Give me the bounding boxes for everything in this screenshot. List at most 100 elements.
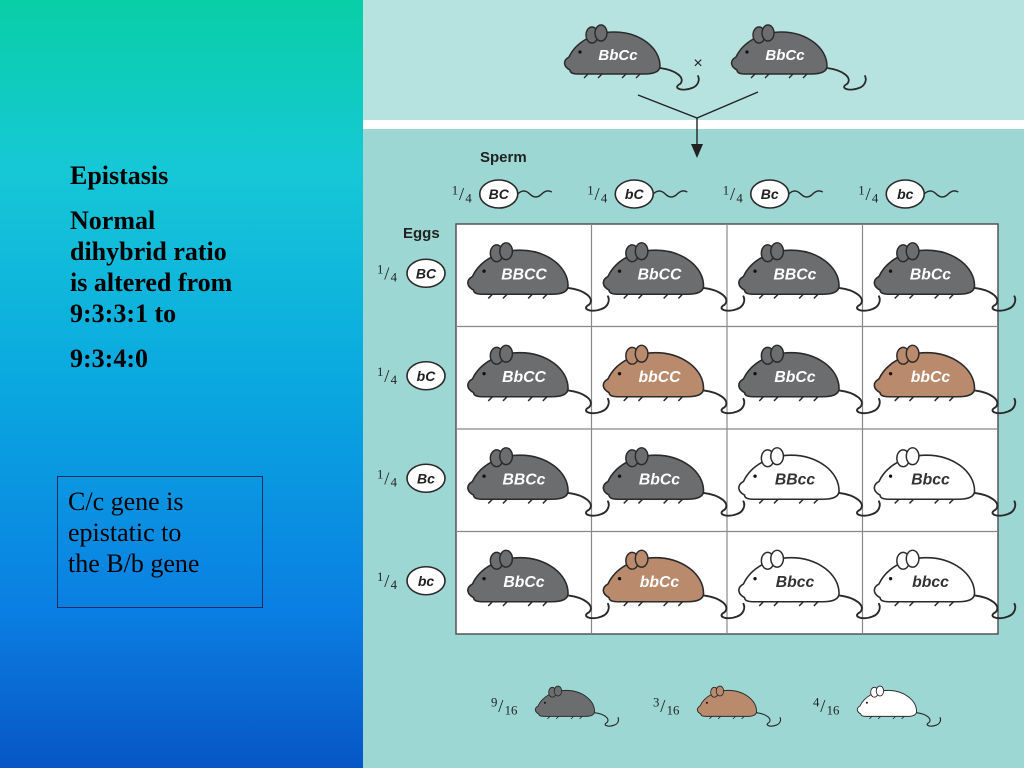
mouse-body [467,454,569,501]
description-line: 9:3:3:1 to [70,299,177,328]
fraction-denominator: 4 [391,271,398,285]
mouse-eye [617,474,622,478]
mouse-body [738,351,840,398]
mouse-eye [617,371,622,376]
fraction-label: 1/4 [452,183,473,205]
mouse-eye [753,371,757,376]
mouse-eye [753,269,757,273]
mouse-body [873,454,976,501]
description-line: Normal [70,206,156,235]
mouse-ear [499,549,514,568]
mouse-feet [487,396,548,402]
fraction-numerator: 1 [377,365,383,379]
mouse-ear [905,242,920,261]
sperm-gamete-bc: bc [885,179,959,209]
fraction-numerator: 1 [587,183,593,197]
gamete-alleles: BC [489,186,510,202]
fraction-numerator: 4 [813,695,820,709]
genotype-label: Bbcc [776,574,815,591]
gamete-alleles: bC [417,368,437,384]
mouse-eye [578,50,582,54]
genotype-label: BbCc [639,472,680,489]
mouse-feet [750,73,808,79]
mouse-ear [715,685,725,697]
fraction-numerator: 1 [377,468,383,482]
mouse-body [467,249,569,296]
mouse-eye [482,474,486,478]
genotype-label: bbcc [912,574,949,591]
note-line: the B/b gene [68,549,200,578]
mouse-ear [499,344,514,363]
fraction-slash: / [820,696,826,716]
genotype-label: Bbcc [911,472,950,489]
mouse-ear [499,242,514,261]
genotype-label: BbCC [502,369,546,386]
cross-arrow [637,91,759,158]
mouse-body [534,689,595,717]
phenotype-summary: 9/163/164/16 [491,685,942,727]
fraction-label: 1/4 [377,468,398,490]
fraction-slash: / [594,184,600,204]
fraction-numerator: 1 [858,183,864,197]
mouse-eye [617,269,622,273]
mouse-body [873,351,976,398]
offspring-mouse-bbcc: bbCC [602,344,746,415]
fraction-label: 9/16 [491,695,518,717]
sperm-tail [652,190,688,198]
mouse-ear [905,549,920,568]
new-ratio: 9:3:4:0 [70,344,148,373]
note-line: epistatic to [68,518,182,547]
parent-mouse-2: BbCc [730,24,867,91]
gamete-cell [406,463,446,494]
mouse-body [467,556,569,603]
cross-operator: × [693,55,702,72]
mouse-feet [709,716,745,720]
genotype-label: BbCc [774,369,815,386]
mouse-tail [567,389,610,415]
fraction-denominator: 4 [872,191,879,205]
mouse-eye [888,371,893,376]
egg-gamete-BC: BC [406,258,446,289]
genotype-label: BbCc [598,47,638,64]
offspring-mouse-bbcc: bbCc [602,549,746,620]
mouse-tail [702,389,746,415]
mouse-feet [623,498,684,504]
fraction-label: 4/16 [813,695,840,717]
arrow-head [691,144,703,158]
sperm-gamete-Bc: Bc [749,179,824,209]
fraction-denominator: 4 [601,191,608,205]
genotype-label: BBCc [503,472,546,489]
mouse-tail [593,712,620,727]
mouse-ear [634,447,649,466]
mouse-body [730,31,828,75]
mouse-body [738,556,840,603]
sperm-tail [923,190,959,198]
mouse-feet [583,73,641,79]
egg-gametes: 1/4 BC1/4 bC1/4 Bc1/4 bc [377,258,446,596]
mouse-ear [770,242,785,261]
fraction-denominator: 16 [827,703,840,717]
egg-gamete-Bc: Bc [406,463,446,494]
mouse-tail [838,287,881,312]
offspring-mouse-bbcc: bbCc [873,344,1017,415]
offspring-mouse-bbcc: BbCc [873,242,1017,312]
fraction-denominator: 16 [667,703,680,717]
mouse-tail [973,389,1017,415]
fraction-denominator: 4 [736,191,743,205]
mouse-body [856,689,917,717]
fraction-denominator: 4 [391,578,398,592]
mouse-feet [487,601,548,607]
mouse-ear [761,24,775,42]
sperm-tail [788,190,824,198]
gamete-alleles: Bc [417,470,435,486]
fraction-slash: / [384,366,390,386]
mouse-feet [487,498,548,504]
mouse-eye [865,701,868,704]
mouse-tail [973,594,1017,620]
epistasis-note-box: C/c gene is epistatic to the B/b gene [57,476,263,608]
mouse-tail [567,287,610,312]
mouse-eye [753,576,757,581]
punnett-grid: BBCC BbCC BBCc BbCc BbCC bbCC BbCc bbCc BBCc BbCc… [455,223,1017,635]
mouse-tail [915,712,942,727]
mouse-feet [547,716,583,720]
